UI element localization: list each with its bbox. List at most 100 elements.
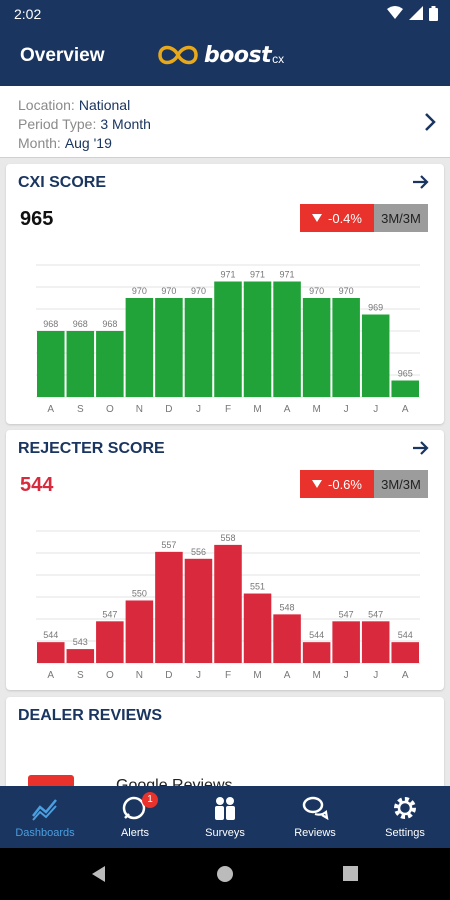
status-bar: 2:02 <box>0 0 450 28</box>
bar-value-label: 970 <box>309 286 324 296</box>
x-tick-label: J <box>196 670 201 681</box>
chart-bar <box>214 281 242 397</box>
month-row: Month: Aug '19 <box>18 135 112 151</box>
chart-bar <box>302 642 331 663</box>
bar-value-label: 547 <box>368 609 383 619</box>
app-bar: Overview boost cx <box>0 28 450 86</box>
x-tick-label: A <box>402 670 409 681</box>
nav-alerts[interactable]: 1 Alerts <box>90 786 180 848</box>
x-tick-label: A <box>47 404 54 415</box>
bar-value-label: 968 <box>43 319 58 329</box>
recents-icon[interactable] <box>343 866 358 881</box>
chart-bar <box>332 621 360 663</box>
x-tick-label: M <box>312 670 320 681</box>
nav-surveys[interactable]: Surveys <box>180 786 270 848</box>
nav-label: Alerts <box>120 827 150 839</box>
bottom-nav: Dashboards 1 Alerts Surveys Reviews Sett… <box>0 786 450 848</box>
bar-value-label: 969 <box>368 303 383 313</box>
x-tick-label: J <box>373 404 378 415</box>
x-tick-label: M <box>312 404 320 415</box>
rejecter-delta: -0.6% <box>300 470 374 498</box>
x-tick-label: J <box>196 404 201 415</box>
alert-bubble-icon <box>122 796 146 820</box>
x-tick-label: F <box>225 404 231 415</box>
location-value: National <box>78 97 131 113</box>
bar-value-label: 968 <box>73 319 88 329</box>
bar-value-label: 551 <box>250 582 265 592</box>
chart-bar <box>96 331 124 397</box>
rejecter-bar-chart: 544 A 543 S 547 O 550 N 557 D 556 J 558 F 551 M 548 A 544 M… <box>36 530 420 681</box>
chart-bar <box>391 380 419 397</box>
period-label: Period Type: <box>18 116 97 132</box>
people-icon <box>215 797 235 820</box>
chart-bar <box>96 621 124 663</box>
rejecter-score-value: 544 <box>20 474 54 496</box>
nav-settings[interactable]: Settings <box>360 786 450 848</box>
bar-value-label: 550 <box>132 588 147 598</box>
bar-value-label: 547 <box>339 609 354 619</box>
cxi-score-value: 965 <box>20 208 54 230</box>
cxi-delta-value: -0.4% <box>328 210 362 226</box>
bar-value-label: 548 <box>280 602 295 612</box>
arrow-right-icon[interactable] <box>412 174 430 190</box>
chart-bar <box>302 298 331 397</box>
bar-value-label: 965 <box>398 369 413 379</box>
bar-value-label: 556 <box>191 547 206 557</box>
x-tick-label: A <box>284 404 291 415</box>
alerts-badge: 1 <box>142 792 158 808</box>
gear-icon <box>394 797 416 819</box>
cxi-delta: -0.4% <box>300 204 374 232</box>
bar-value-label: 543 <box>73 637 88 647</box>
chart-bar <box>391 642 419 663</box>
rejecter-score-card[interactable]: REJECTER SCORE 544 -0.6% 3M/3M 544 A 543 S 5… <box>6 430 444 690</box>
bar-value-label: 968 <box>102 319 117 329</box>
bar-value-label: 557 <box>161 540 176 550</box>
x-tick-label: J <box>344 404 349 415</box>
filter-summary[interactable]: Location: National Period Type: 3 Month Mo… <box>0 86 450 158</box>
chevron-right-icon[interactable] <box>424 112 436 132</box>
cxi-bar-chart: 968 A 968 S 968 O 970 N 970 D 970 J 971 F 971 M 971 A 970 M… <box>36 264 420 415</box>
chart-bar <box>243 593 272 663</box>
arrow-right-icon[interactable] <box>412 440 430 456</box>
bar-value-label: 971 <box>250 270 265 280</box>
bar-value-label: 971 <box>280 270 295 280</box>
month-value: Aug '19 <box>64 135 112 151</box>
location-label: Location: <box>18 97 75 113</box>
cxi-score-card[interactable]: CXI SCORE 965 -0.4% 3M/3M 968 A 968 S 968 O 97… <box>6 164 444 424</box>
home-icon[interactable] <box>217 866 233 882</box>
status-time: 2:02 <box>14 6 42 22</box>
chart-bar <box>125 600 154 663</box>
nav-label: Surveys <box>205 827 245 839</box>
chart-bar <box>184 558 213 663</box>
bar-value-label: 547 <box>102 609 117 619</box>
chat-bubbles-icon <box>302 796 329 821</box>
nav-reviews[interactable]: Reviews <box>270 786 360 848</box>
rejecter-title: REJECTER SCORE <box>18 440 165 457</box>
x-tick-label: A <box>402 404 409 415</box>
period-row: Period Type: 3 Month <box>18 116 151 132</box>
nav-label: Settings <box>385 827 425 839</box>
chart-bar <box>243 281 272 397</box>
bar-value-label: 558 <box>220 533 235 543</box>
battery-icon <box>429 6 438 21</box>
wifi-icon <box>387 6 403 19</box>
nav-dashboards[interactable]: Dashboards <box>0 786 90 848</box>
chart-bar <box>66 649 95 663</box>
nav-label: Dashboards <box>15 827 75 839</box>
chart-bar <box>155 298 183 397</box>
location-row: Location: National <box>18 97 130 113</box>
chart-bar <box>155 551 183 663</box>
rejecter-period: 3M/3M <box>374 470 428 498</box>
reviews-title: DEALER REVIEWS <box>18 707 163 724</box>
cxi-title: CXI SCORE <box>18 174 107 191</box>
cxi-delta-badge: -0.4% 3M/3M <box>300 204 428 232</box>
dealer-reviews-card[interactable]: DEALER REVIEWS Google Reviews <box>6 697 444 797</box>
trend-chart-icon <box>32 799 57 821</box>
back-icon[interactable] <box>92 866 106 882</box>
chart-bar <box>37 642 65 663</box>
x-tick-label: F <box>225 670 231 681</box>
chart-bar <box>66 331 95 397</box>
bar-value-label: 544 <box>43 630 58 640</box>
chart-bar <box>37 331 65 397</box>
x-tick-label: M <box>253 404 261 415</box>
